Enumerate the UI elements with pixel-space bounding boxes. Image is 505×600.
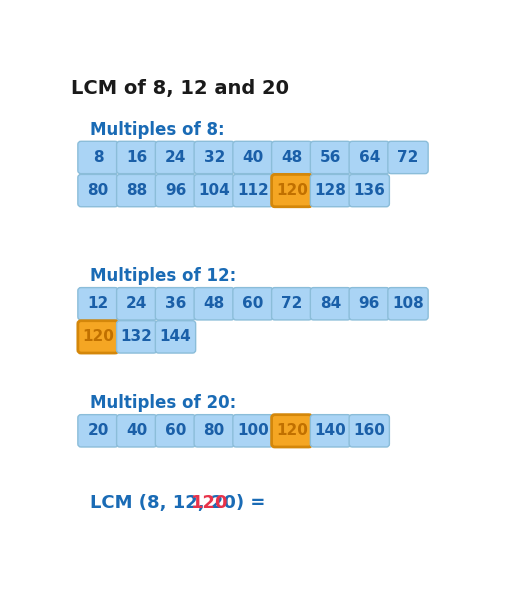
FancyBboxPatch shape: [156, 415, 195, 447]
Text: 48: 48: [204, 296, 225, 311]
Text: 36: 36: [165, 296, 186, 311]
Text: Multiples of 12:: Multiples of 12:: [90, 267, 236, 285]
FancyBboxPatch shape: [156, 287, 195, 320]
Text: 112: 112: [237, 183, 269, 198]
Text: 40: 40: [126, 424, 147, 439]
Text: 88: 88: [126, 183, 147, 198]
FancyBboxPatch shape: [272, 415, 312, 447]
FancyBboxPatch shape: [78, 175, 118, 207]
FancyBboxPatch shape: [117, 175, 157, 207]
Text: Multiples of 20:: Multiples of 20:: [90, 394, 236, 412]
Text: 60: 60: [242, 296, 264, 311]
Text: 120: 120: [191, 494, 228, 512]
Text: 72: 72: [281, 296, 302, 311]
Text: 56: 56: [320, 150, 341, 165]
FancyBboxPatch shape: [349, 415, 389, 447]
FancyBboxPatch shape: [156, 175, 195, 207]
FancyBboxPatch shape: [272, 175, 312, 207]
FancyBboxPatch shape: [311, 415, 350, 447]
Text: 96: 96: [165, 183, 186, 198]
Text: LCM of 8, 12 and 20: LCM of 8, 12 and 20: [71, 79, 289, 98]
Text: 160: 160: [354, 424, 385, 439]
Text: 132: 132: [121, 329, 153, 344]
Text: 60: 60: [165, 424, 186, 439]
FancyBboxPatch shape: [117, 287, 157, 320]
FancyBboxPatch shape: [388, 141, 428, 173]
Text: 8: 8: [93, 150, 104, 165]
FancyBboxPatch shape: [78, 287, 118, 320]
Text: 20: 20: [87, 424, 109, 439]
Text: 72: 72: [397, 150, 419, 165]
FancyBboxPatch shape: [117, 141, 157, 173]
FancyBboxPatch shape: [156, 321, 195, 353]
FancyBboxPatch shape: [349, 175, 389, 207]
FancyBboxPatch shape: [194, 415, 234, 447]
FancyBboxPatch shape: [117, 415, 157, 447]
Text: 104: 104: [198, 183, 230, 198]
FancyBboxPatch shape: [349, 141, 389, 173]
Text: 128: 128: [315, 183, 346, 198]
FancyBboxPatch shape: [78, 321, 118, 353]
FancyBboxPatch shape: [311, 141, 350, 173]
FancyBboxPatch shape: [233, 141, 273, 173]
FancyBboxPatch shape: [272, 287, 312, 320]
Text: 80: 80: [204, 424, 225, 439]
Text: 32: 32: [204, 150, 225, 165]
Text: 12: 12: [87, 296, 109, 311]
Text: 120: 120: [276, 424, 308, 439]
FancyBboxPatch shape: [194, 287, 234, 320]
Text: 136: 136: [354, 183, 385, 198]
Text: 96: 96: [359, 296, 380, 311]
FancyBboxPatch shape: [349, 287, 389, 320]
FancyBboxPatch shape: [194, 175, 234, 207]
Text: 120: 120: [82, 329, 114, 344]
Text: 84: 84: [320, 296, 341, 311]
Text: 24: 24: [165, 150, 186, 165]
Text: 48: 48: [281, 150, 302, 165]
FancyBboxPatch shape: [272, 141, 312, 173]
Text: Multiples of 8:: Multiples of 8:: [90, 121, 225, 139]
Text: 108: 108: [392, 296, 424, 311]
FancyBboxPatch shape: [194, 141, 234, 173]
Text: 40: 40: [242, 150, 264, 165]
FancyBboxPatch shape: [233, 287, 273, 320]
Text: 80: 80: [87, 183, 109, 198]
Text: 144: 144: [160, 329, 191, 344]
FancyBboxPatch shape: [233, 415, 273, 447]
FancyBboxPatch shape: [156, 141, 195, 173]
FancyBboxPatch shape: [311, 175, 350, 207]
FancyBboxPatch shape: [117, 321, 157, 353]
FancyBboxPatch shape: [311, 287, 350, 320]
FancyBboxPatch shape: [78, 141, 118, 173]
Text: LCM (8, 12, 20) =: LCM (8, 12, 20) =: [90, 494, 272, 512]
Text: 100: 100: [237, 424, 269, 439]
FancyBboxPatch shape: [78, 415, 118, 447]
Text: 24: 24: [126, 296, 147, 311]
FancyBboxPatch shape: [233, 175, 273, 207]
Text: 64: 64: [359, 150, 380, 165]
Text: 120: 120: [276, 183, 308, 198]
Text: 140: 140: [315, 424, 346, 439]
Text: 16: 16: [126, 150, 147, 165]
FancyBboxPatch shape: [388, 287, 428, 320]
